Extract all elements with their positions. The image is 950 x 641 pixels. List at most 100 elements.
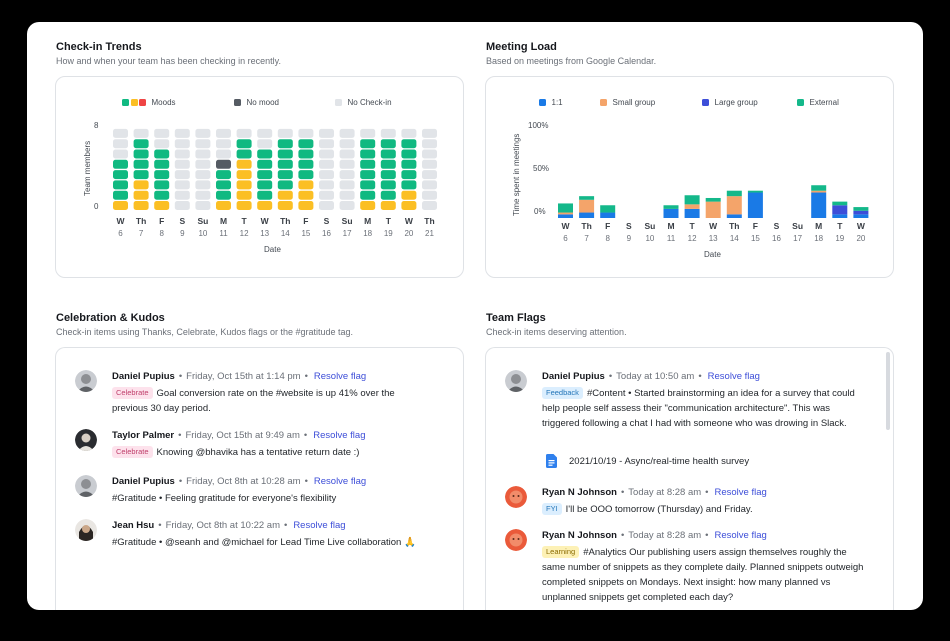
mood-yellow-swatch xyxy=(130,99,138,106)
resolve-flag-link[interactable]: Resolve flag xyxy=(293,520,346,531)
checkin-cell xyxy=(339,159,355,169)
checkin-cell xyxy=(298,180,314,190)
checkin-cell xyxy=(257,128,273,138)
checkin-x-tick-day: 11 xyxy=(219,229,228,238)
meeting-x-tick-dow: T xyxy=(837,221,843,231)
checkin-x-tick-dow: W xyxy=(261,216,270,226)
resolve-flag-link[interactable]: Resolve flag xyxy=(313,371,367,382)
tag-feedback: Feedback xyxy=(542,387,583,399)
avatar xyxy=(75,370,97,392)
checkin-cell xyxy=(401,190,417,200)
item-text: #Gratitude • Feeling gratitude for every… xyxy=(112,493,337,504)
checkin-cell xyxy=(133,201,149,210)
checkin-cell xyxy=(401,139,417,149)
checkin-grid-chart: W 6 Th 7 F 8 S 9 Su 10 M 11 T 12 W 13 Th 14 F 15 S 16 Su 17 M 18 T… xyxy=(113,128,437,238)
flags-scrollbar[interactable] xyxy=(886,352,890,430)
checkin-cell xyxy=(236,180,252,190)
checkin-cell xyxy=(236,190,252,200)
checkin-x-tick-dow: T xyxy=(241,216,247,226)
meeting-x-tick-dow: Th xyxy=(581,221,591,231)
meeting-bar-segment xyxy=(558,212,573,215)
checkin-cell xyxy=(257,149,273,159)
checkin-cell xyxy=(236,149,252,159)
checkin-cell xyxy=(339,170,355,180)
checkin-cell xyxy=(319,139,334,149)
meeting-x-tick-dow: W xyxy=(709,221,718,231)
checkin-x-tick-dow: S xyxy=(324,216,330,226)
meeting-x-tick-day: 11 xyxy=(667,234,676,243)
author-name: Daniel Pupius xyxy=(112,371,175,382)
checkin-cell xyxy=(401,201,417,210)
meeting-x-tick-dow: W xyxy=(561,221,570,231)
checkin-cell xyxy=(380,180,396,190)
meeting-x-tick-dow: M xyxy=(667,221,674,231)
checkin-cell xyxy=(339,139,355,149)
resolve-flag-link[interactable]: Resolve flag xyxy=(313,476,367,487)
checkin-cell xyxy=(257,180,273,190)
flags-card: Daniel Pupius • Today at 10:50 am • Resolve … xyxy=(485,347,894,610)
meeting-bar-segment xyxy=(747,192,763,218)
checkin-cell xyxy=(133,159,149,169)
checkin-cell xyxy=(277,149,293,159)
kudos-subtitle: Check-in items using Thanks, Celebrate, … xyxy=(56,327,353,337)
meeting-y-tick-100: 100% xyxy=(528,121,549,130)
meta-separator: • xyxy=(178,430,182,441)
meeting-bar-segment xyxy=(726,196,742,215)
checkin-cell xyxy=(154,190,170,200)
meta-separator: • xyxy=(158,520,162,531)
author-name: Ryan N Johnson xyxy=(542,530,617,541)
meeting-x-tick-dow: S xyxy=(626,221,632,231)
meeting-x-axis-label: Date xyxy=(704,250,721,259)
checkin-cell xyxy=(380,128,396,138)
checkin-x-tick-day: 18 xyxy=(363,229,372,238)
avatar-daniel-icon xyxy=(75,370,97,392)
author-name: Taylor Palmer xyxy=(112,430,175,441)
checkin-cell xyxy=(113,149,128,159)
avatar-daniel-icon xyxy=(505,370,527,392)
meeting-bar-chart: W 6 Th 7 F 8 S 9 Su 10 M 11 T 12 W 13 Th 14 F 15 S 16 Su 17 M 18 T… xyxy=(558,185,869,243)
checkin-cell xyxy=(195,180,211,190)
flags-title: Team Flags xyxy=(486,312,546,324)
checkin-cell xyxy=(133,139,149,149)
meeting-load-subtitle: Based on meetings from Google Calendar. xyxy=(486,56,657,66)
meeting-load-title: Meeting Load xyxy=(486,41,557,53)
checkin-cell xyxy=(277,139,293,149)
checkin-trends-subtitle: How and when your team has been checking… xyxy=(56,56,281,66)
meta-separator: • xyxy=(178,371,183,382)
meta-separator: • xyxy=(620,487,625,498)
checkin-cell xyxy=(339,190,355,200)
meeting-bar-segment xyxy=(579,199,595,213)
meeting-legend-swatch xyxy=(702,99,709,106)
checkin-cell xyxy=(319,128,334,138)
checkin-cell xyxy=(401,128,417,138)
checkin-cell xyxy=(360,128,376,138)
checkin-cell xyxy=(195,159,211,169)
checkin-x-tick-dow: T xyxy=(386,216,392,226)
checkin-cell xyxy=(154,139,170,149)
checkin-cell xyxy=(298,149,314,159)
resolve-flag-link[interactable]: Resolve flag xyxy=(714,487,767,498)
item-text: Goal conversion rate on the #website is … xyxy=(112,388,395,414)
meeting-bar-segment xyxy=(684,208,700,218)
checkin-cell xyxy=(277,170,293,180)
checkin-x-tick-day: 14 xyxy=(281,229,290,238)
resolve-flag-link[interactable]: Resolve flag xyxy=(714,530,767,541)
checkin-cell xyxy=(360,139,376,149)
legend-moods: Moods xyxy=(122,98,176,107)
legend-no-checkin: No Check-in xyxy=(335,98,392,107)
checkin-x-tick-dow: Th xyxy=(280,216,290,226)
checkin-cell xyxy=(195,139,211,149)
meeting-legend-label: Small group xyxy=(612,98,656,107)
checkin-cell xyxy=(154,180,170,190)
author-name: Jean Hsu xyxy=(112,520,155,531)
checkin-cell xyxy=(298,128,314,138)
avatar xyxy=(505,529,527,551)
checkin-x-tick-day: 7 xyxy=(139,229,144,238)
resolve-flag-link[interactable]: Resolve flag xyxy=(313,430,366,441)
checkin-cell xyxy=(380,159,396,169)
checkin-cell xyxy=(401,159,417,169)
checkin-cell xyxy=(257,170,273,180)
checkin-x-tick-dow: Su xyxy=(342,216,353,226)
attachment-link[interactable]: 2021/10/19 - Async/real-time health surv… xyxy=(546,454,749,468)
resolve-flag-link[interactable]: Resolve flag xyxy=(707,371,760,382)
